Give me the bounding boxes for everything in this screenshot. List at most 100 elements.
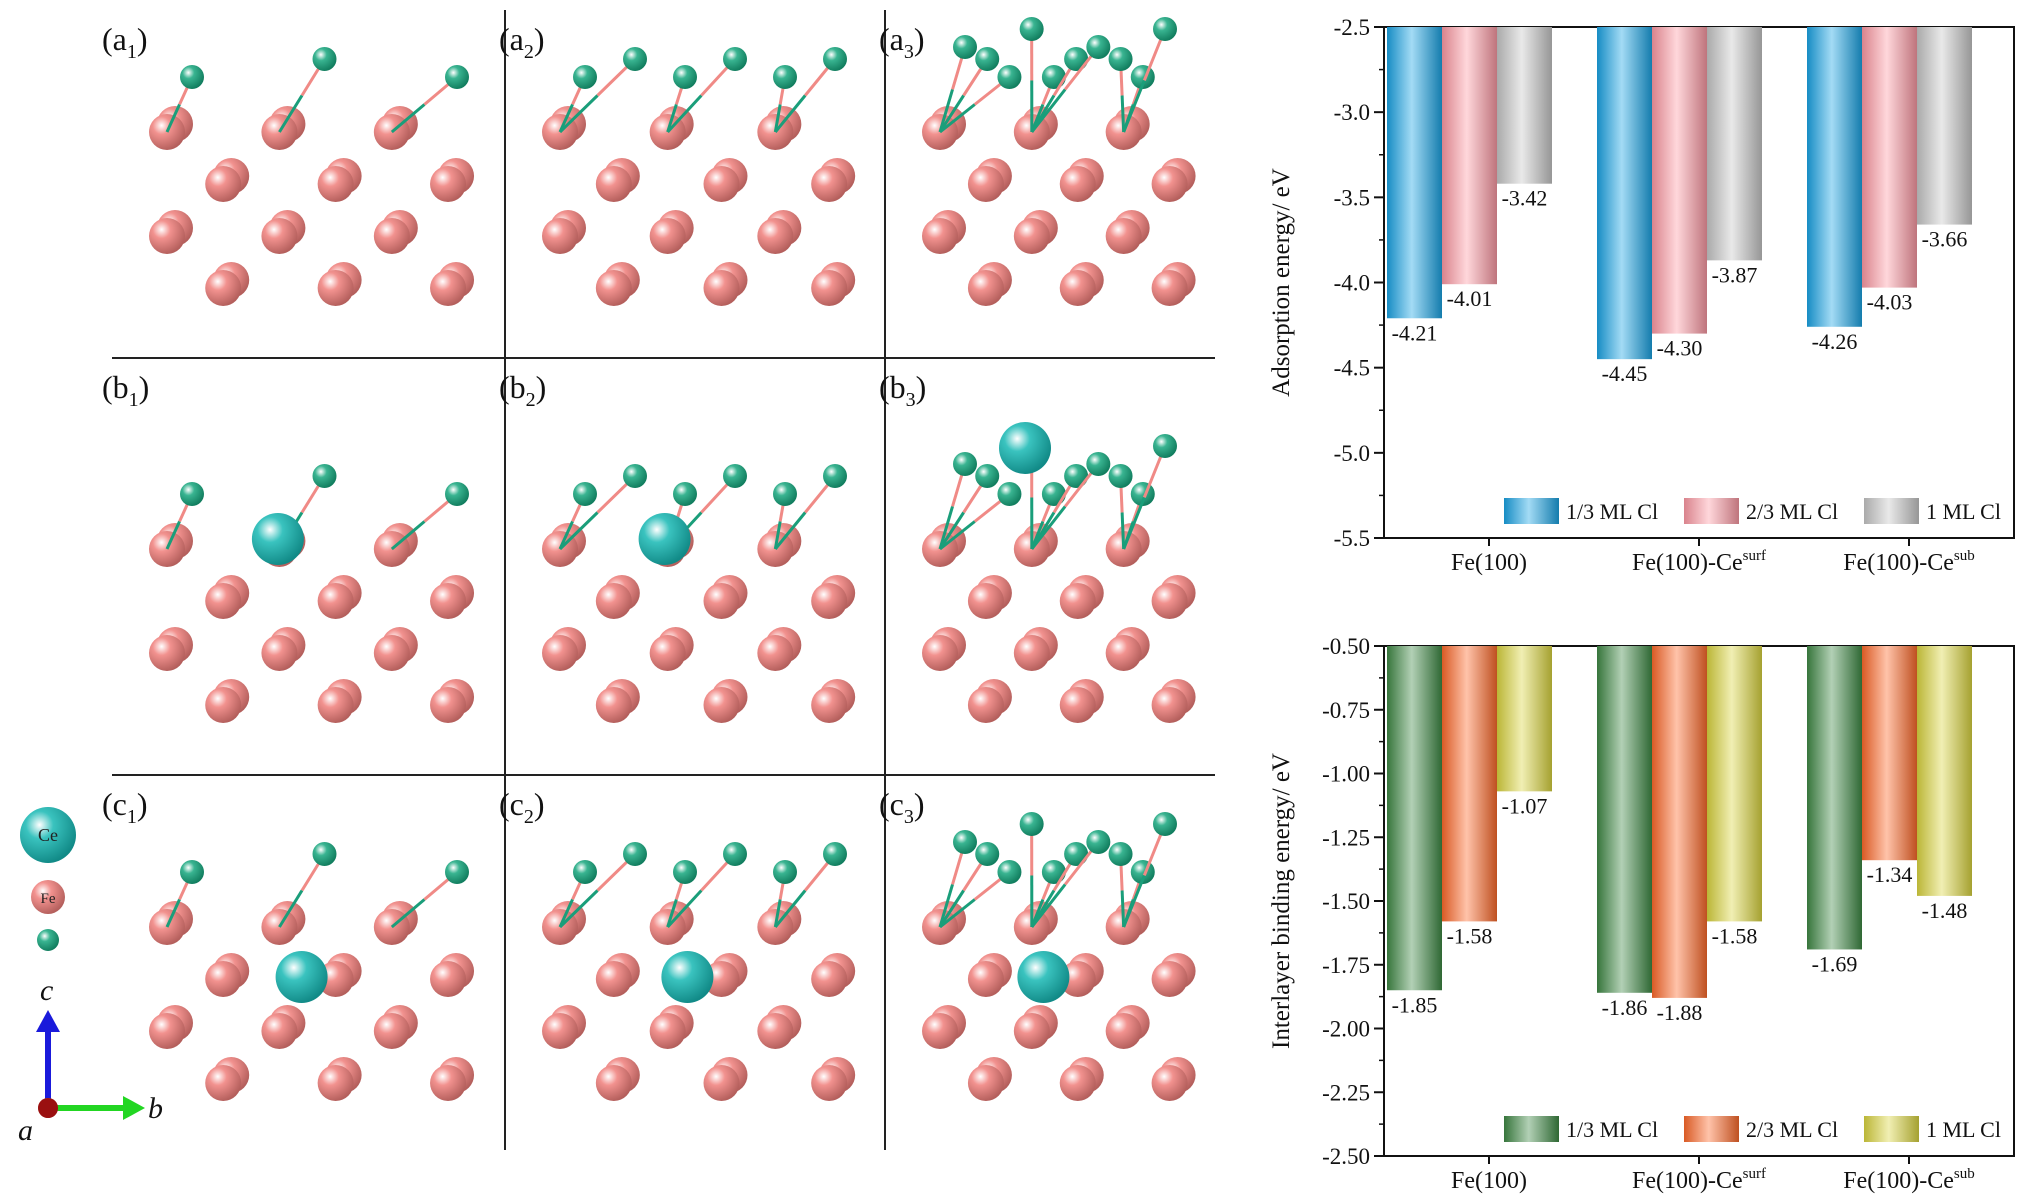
fe-atom (595, 270, 632, 306)
cl-atom (445, 860, 469, 884)
fe-atom (317, 166, 354, 202)
cl-atom (953, 35, 977, 59)
chart-legend: 1/3 ML Cl 2/3 ML Cl 1 ML Cl (1504, 498, 2001, 524)
fe-atom (1013, 635, 1050, 671)
y-axis-label: Adsorption energy/ eV (1268, 168, 1295, 397)
cl-atom (445, 65, 469, 89)
bar (1707, 27, 1762, 261)
y-tick-label: -5.0 (1334, 441, 1370, 466)
cl-adsorbates (938, 434, 1177, 551)
legend-label: 1/3 ML Cl (1566, 499, 1658, 524)
bar (1652, 27, 1707, 334)
fe-lattice (149, 106, 475, 306)
ce-atom (275, 951, 328, 1003)
fe-atom (757, 1013, 794, 1049)
fe-atom (967, 1065, 1004, 1101)
cl-atom (823, 464, 847, 488)
panel-label: (b2) (499, 369, 546, 411)
cl-atom (723, 842, 747, 866)
y-tick-label: -2.50 (1322, 1144, 1370, 1169)
ce-dopant (251, 513, 304, 565)
bar-value-label: -1.58 (1447, 923, 1493, 948)
bar-value-label: -1.34 (1867, 862, 1913, 887)
y-tick-label: -4.0 (1334, 271, 1370, 296)
fe-atom (703, 270, 740, 306)
fe-atom (757, 218, 794, 254)
cl-atom (975, 842, 1000, 866)
bar-value-label: -1.48 (1922, 898, 1968, 923)
bar (1497, 27, 1552, 184)
fe-atom (1105, 1013, 1142, 1049)
cl-atom (1108, 47, 1133, 71)
legend-label: 2/3 ML Cl (1746, 1117, 1838, 1142)
fe-atom (373, 635, 410, 671)
fe-atom (1105, 635, 1142, 671)
x-tick-label: Fe(100) (1451, 550, 1527, 576)
fe-atom (595, 583, 632, 619)
fe-atom (1059, 1065, 1096, 1101)
cl-adsorbates (938, 17, 1177, 134)
bar (1862, 27, 1917, 288)
cl-atom (1153, 434, 1177, 458)
ce-atom (999, 422, 1051, 474)
cl-atom (773, 482, 797, 506)
fe-atom (967, 583, 1004, 619)
cl-atom (773, 65, 797, 89)
y-tick-label: -2.25 (1322, 1080, 1370, 1105)
fe-atom (1013, 218, 1050, 254)
panel-label: (a1) (102, 21, 148, 63)
bar-value-label: -3.87 (1712, 262, 1758, 287)
atom-legend: Ce Fe (20, 807, 76, 951)
fe-atom (1151, 687, 1188, 723)
bond (558, 852, 637, 929)
x-tick-label: Fe(100)-Cesurf (1632, 548, 1766, 576)
bar-value-label: -4.21 (1392, 320, 1438, 345)
legend-swatch (1864, 1116, 1919, 1142)
fe-lattice (542, 106, 856, 306)
y-tick-label: -3.5 (1334, 185, 1370, 210)
fe-atom (317, 1065, 354, 1101)
axes-indicator: c b a (18, 974, 163, 1147)
fe-atom (149, 1013, 185, 1049)
structure-panel-a1: (a1) (102, 21, 475, 306)
fe-atom (1013, 1013, 1050, 1049)
legend-swatch (1504, 498, 1559, 524)
structure-panel-c3: (c3) (879, 786, 1196, 1101)
fe-atom (261, 635, 298, 671)
fe-atom (703, 1065, 740, 1101)
panel-label: (a2) (499, 21, 545, 63)
cl-atom (1153, 17, 1177, 41)
fe-atom (595, 961, 632, 997)
fe-atom (922, 218, 958, 254)
y-tick-label: -2.00 (1322, 1017, 1370, 1042)
panel-label: (c1) (102, 786, 148, 828)
cl-atom (1019, 812, 1044, 836)
fe-atom (205, 961, 242, 997)
chart-legend: 1/3 ML Cl 2/3 ML Cl 1 ML Cl (1504, 1116, 2001, 1142)
fe-atom (595, 166, 632, 202)
fe-atom (1059, 961, 1096, 997)
fe-atom (317, 687, 354, 723)
adsorption-energy-chart: -2.5 -3.0 -3.5 -4.0 -4.5 -5.0 -5.5 Adsorption e… (1268, 15, 2015, 576)
cl-adsorbates (938, 812, 1177, 929)
x-tick-label: Fe(100) (1451, 1168, 1527, 1194)
bar (1387, 646, 1442, 991)
fe-atom (542, 218, 578, 254)
fe-atom (967, 961, 1004, 997)
fe-atom (1059, 583, 1096, 619)
cl-atom (673, 482, 697, 506)
bar (1707, 646, 1762, 922)
fe-atom (430, 270, 467, 306)
cl-atom (975, 47, 1000, 71)
bar (1917, 646, 1972, 896)
cl-atom (997, 65, 1022, 89)
fe-atom (1151, 1065, 1188, 1101)
structure-panel-a3: (a3) (879, 17, 1196, 306)
fe-atom (261, 1013, 298, 1049)
panel-label: (b3) (879, 369, 926, 411)
bar-value-label: -1.86 (1602, 995, 1648, 1020)
fe-lattice (922, 523, 1196, 723)
cl-atom (312, 464, 337, 488)
bar (1862, 646, 1917, 861)
fe-atom (811, 1065, 848, 1101)
